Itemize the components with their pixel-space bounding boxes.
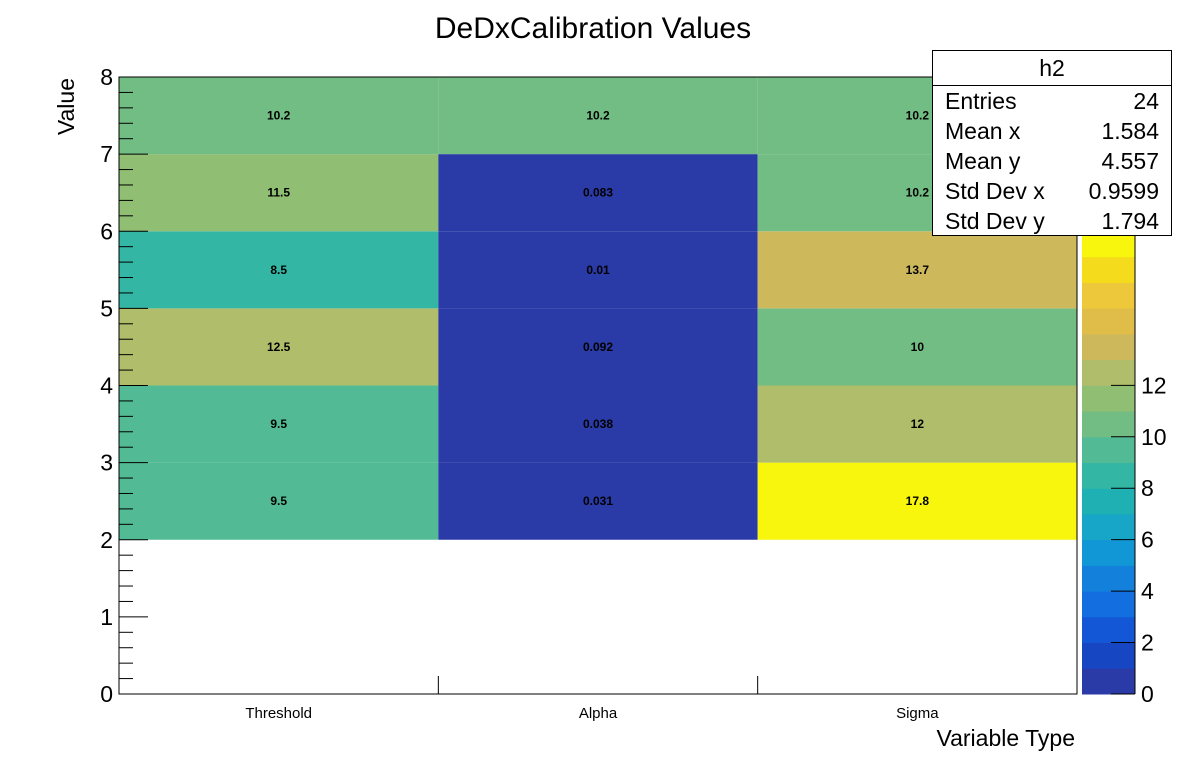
cell-value-label: 10.2 — [267, 109, 291, 123]
cell-value-label: 0.038 — [583, 417, 613, 431]
cell-value-label: 9.5 — [270, 417, 287, 431]
stats-row-std-dev-x: Std Dev x 0.9599 — [933, 176, 1171, 206]
colorbar-segment — [1082, 513, 1135, 541]
colorbar-segment — [1082, 616, 1135, 644]
cell-value-label: 0.01 — [586, 263, 610, 277]
colorbar-segment — [1082, 308, 1135, 335]
heatmap-cell — [119, 231, 439, 309]
cell-value-label: 8.5 — [270, 263, 287, 277]
colorbar-tick-label: 2 — [1141, 630, 1154, 656]
colorbar-segment — [1082, 436, 1135, 463]
stats-label: Entries — [945, 88, 1017, 114]
y-tick-label: 5 — [100, 295, 113, 321]
heatmap-cell — [438, 154, 758, 232]
stats-row-mean-y: Mean y 4.557 — [933, 146, 1171, 176]
heatmap-cell — [438, 462, 758, 540]
colorbar-segment — [1082, 359, 1135, 386]
cell-value-label: 10 — [911, 340, 925, 354]
x-tick-label: Alpha — [579, 705, 618, 722]
colorbar-segment — [1082, 333, 1135, 361]
y-tick-label: 8 — [100, 64, 113, 90]
cell-value-label: 9.5 — [270, 494, 287, 508]
colorbar-tick-label: 10 — [1141, 424, 1167, 450]
heatmap-cell — [119, 462, 439, 540]
colorbar-tick-label: 12 — [1141, 372, 1167, 398]
heatmap-cell — [119, 77, 439, 155]
heatmap-cell — [757, 385, 1077, 463]
stats-label: Std Dev x — [945, 178, 1045, 204]
stats-value: 1.584 — [1101, 118, 1159, 144]
cell-value-label: 17.8 — [906, 494, 930, 508]
stats-label: Mean x — [945, 118, 1021, 144]
heatmap-cell — [119, 308, 439, 386]
stats-value: 0.9599 — [1088, 178, 1159, 204]
color-scale-bar: 0 2 4 6 8 10 12 — [1082, 231, 1167, 707]
cell-value-label: 10.2 — [906, 109, 930, 123]
colorbar-segment — [1082, 591, 1135, 618]
stats-title: h2 — [933, 51, 1171, 86]
cell-value-label: 0.092 — [583, 340, 613, 354]
stats-value: 24 — [1133, 88, 1159, 114]
x-axis-label: Variable Type — [936, 725, 1075, 751]
statistics-box: h2 Entries 24 Mean x 1.584 Mean y 4.557 … — [932, 50, 1172, 236]
heatmap-cell — [438, 77, 758, 155]
stats-row-mean-x: Mean x 1.584 — [933, 116, 1171, 146]
stats-value: 1.794 — [1101, 208, 1159, 234]
colorbar-segment — [1082, 642, 1135, 669]
heatmap-cell — [757, 231, 1077, 309]
x-tick-label: Threshold — [245, 705, 312, 722]
colorbar-segment — [1082, 385, 1135, 412]
cell-value-label: 11.5 — [267, 186, 290, 200]
y-tick-label: 3 — [100, 450, 113, 476]
heatmap-cells: 9.5 9.5 12.5 8.5 11.5 10.2 0.031 0.038 0.092 0.01… — [119, 77, 1077, 540]
y-tick-label: 1 — [100, 604, 113, 630]
heatmap-cell — [119, 385, 439, 463]
y-tick-label: 6 — [100, 218, 113, 244]
colorbar-tick-label: 6 — [1141, 527, 1154, 553]
cell-value-label: 12 — [911, 417, 925, 431]
stats-row-std-dev-y: Std Dev y 1.794 — [933, 206, 1171, 236]
colorbar-segment — [1082, 282, 1135, 309]
y-tick-label: 0 — [100, 681, 113, 707]
colorbar-tick-label: 0 — [1141, 681, 1154, 707]
y-tick-label: 2 — [100, 527, 113, 553]
stats-value: 4.557 — [1101, 148, 1159, 174]
heatmap-cell — [438, 308, 758, 386]
y-axis-label: Value — [53, 78, 79, 135]
cell-value-label: 13.7 — [906, 263, 930, 277]
colorbar-segment — [1082, 462, 1135, 489]
colorbar-tick-label: 8 — [1141, 475, 1154, 501]
heatmap-cell — [757, 462, 1077, 540]
x-tick-label: Sigma — [896, 705, 939, 722]
heatmap-cell — [438, 385, 758, 463]
stats-label: Std Dev y — [945, 208, 1045, 234]
y-tick-label: 7 — [100, 141, 113, 167]
colorbar-segment — [1082, 256, 1135, 283]
cell-value-label: 0.031 — [583, 494, 613, 508]
y-tick-label: 4 — [100, 373, 113, 399]
colorbar-segment — [1082, 539, 1135, 566]
colorbar-tick-label: 4 — [1141, 578, 1154, 604]
colorbar-segment — [1082, 565, 1135, 592]
cell-value-label: 12.5 — [267, 340, 291, 354]
colorbar-segment — [1082, 411, 1135, 438]
heatmap-cell — [438, 231, 758, 309]
heatmap-cell — [757, 308, 1077, 386]
cell-value-label: 10.2 — [586, 109, 610, 123]
colorbar-segment — [1082, 488, 1135, 515]
colorbar-segment — [1082, 668, 1135, 695]
heatmap-cell — [119, 154, 439, 232]
chart-title: DeDxCalibration Values — [435, 12, 751, 45]
stats-row-entries: Entries 24 — [933, 86, 1171, 116]
stats-label: Mean y — [945, 148, 1021, 174]
cell-value-label: 0.083 — [583, 186, 613, 200]
cell-value-label: 10.2 — [906, 186, 930, 200]
